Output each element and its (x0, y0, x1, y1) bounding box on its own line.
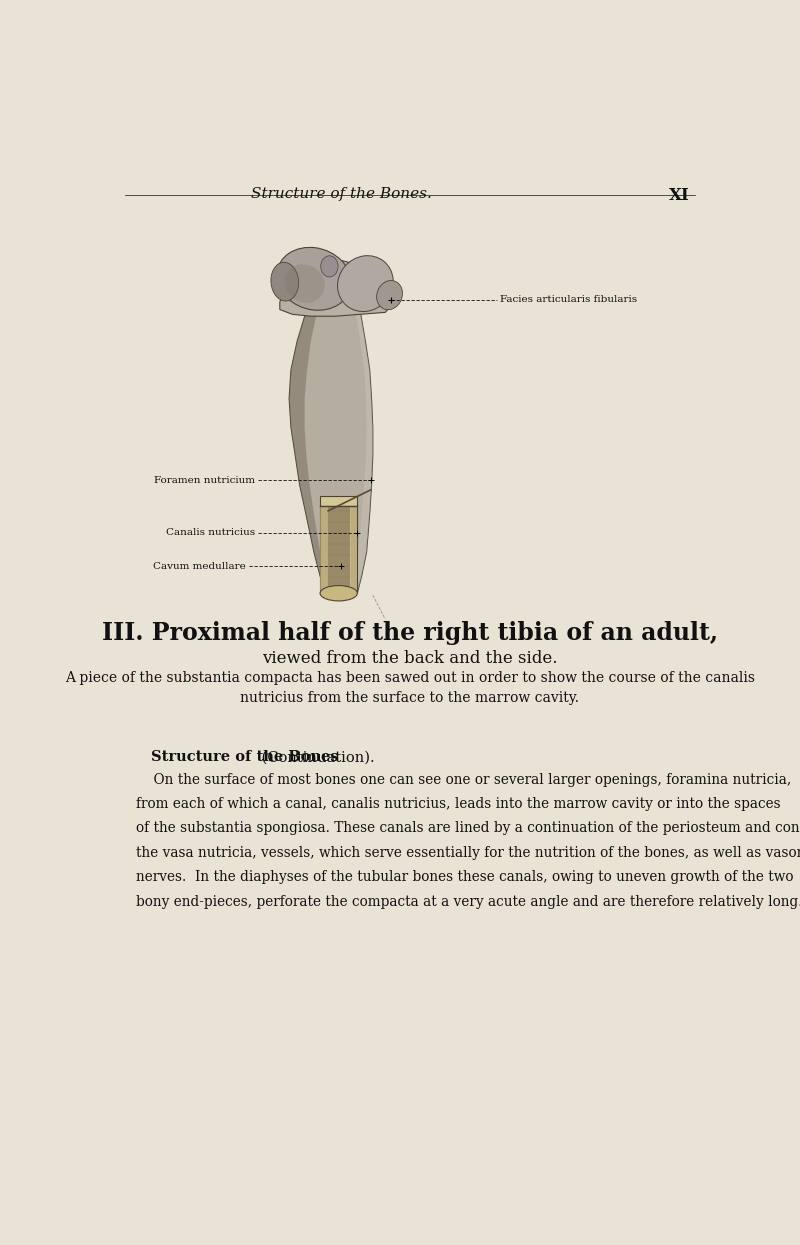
Ellipse shape (277, 248, 351, 310)
Text: On the surface of most bones one can see one or several larger openings, foramin: On the surface of most bones one can see… (136, 772, 791, 787)
Text: Canalis nutricius: Canalis nutricius (166, 528, 255, 538)
Text: (Continuation).: (Continuation). (258, 751, 375, 764)
Text: of the substantia spongiosa. These canals are lined by a continuation of the per: of the substantia spongiosa. These canal… (136, 822, 800, 835)
Ellipse shape (321, 255, 338, 276)
Text: Structure of the Bones.: Structure of the Bones. (251, 187, 432, 200)
Polygon shape (320, 505, 358, 594)
Ellipse shape (377, 280, 402, 310)
Text: bony end-pieces, perforate the compacta at a very acute angle and are therefore : bony end-pieces, perforate the compacta … (136, 895, 800, 909)
Text: from each of which a canal, canalis nutricius, leads into the marrow cavity or i: from each of which a canal, canalis nutr… (136, 797, 781, 810)
Text: nutricius from the surface to the marrow cavity.: nutricius from the surface to the marrow… (241, 691, 579, 705)
Polygon shape (289, 312, 373, 594)
Text: viewed from the back and the side.: viewed from the back and the side. (262, 650, 558, 667)
Ellipse shape (271, 263, 298, 301)
Text: the vasa nutricia, vessels, which serve essentially for the nutrition of the bon: the vasa nutricia, vessels, which serve … (136, 845, 800, 860)
Text: nerves.  In the diaphyses of the tubular bones these canals, owing to uneven gro: nerves. In the diaphyses of the tubular … (136, 870, 794, 884)
Polygon shape (280, 260, 393, 316)
Polygon shape (328, 505, 350, 594)
Text: A piece of the substantia compacta has been sawed out in order to show the cours: A piece of the substantia compacta has b… (65, 671, 755, 685)
Polygon shape (289, 312, 330, 594)
Ellipse shape (285, 264, 325, 303)
Polygon shape (351, 505, 358, 594)
Ellipse shape (338, 255, 393, 311)
Ellipse shape (320, 585, 358, 601)
Text: Foramen nutricium: Foramen nutricium (154, 476, 255, 484)
Polygon shape (320, 497, 358, 505)
Text: Cavum medullare: Cavum medullare (153, 561, 246, 571)
Polygon shape (320, 505, 327, 594)
Text: Structure of the Bones: Structure of the Bones (151, 751, 338, 764)
Text: III. Proximal half of the right tibia of an adult,: III. Proximal half of the right tibia of… (102, 621, 718, 645)
Text: Facies articularis fibularis: Facies articularis fibularis (500, 295, 637, 305)
Text: XI: XI (670, 187, 690, 204)
Polygon shape (353, 312, 373, 594)
